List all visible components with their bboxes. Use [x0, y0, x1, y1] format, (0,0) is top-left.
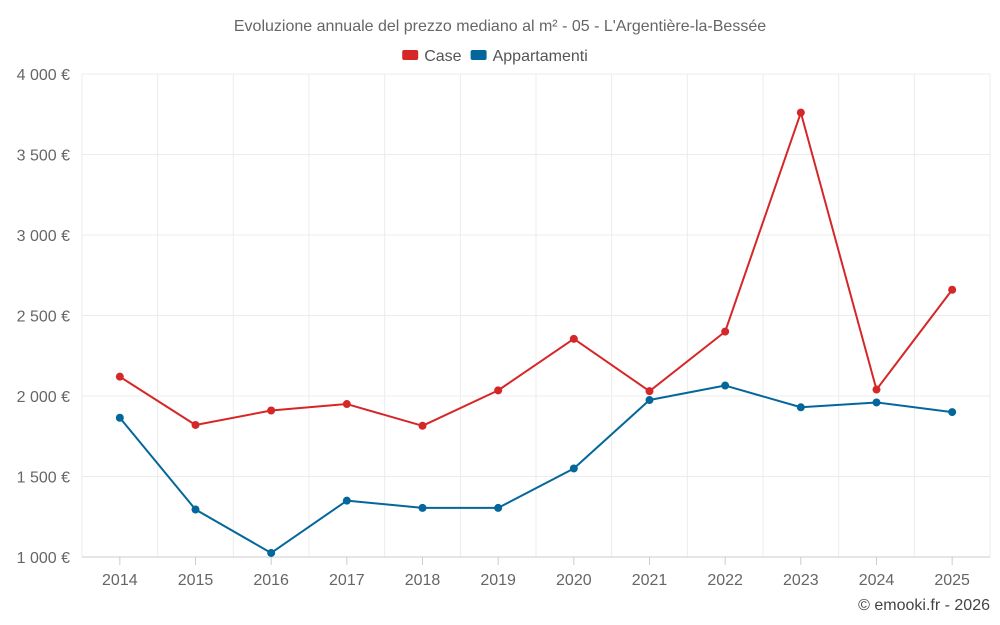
x-tick-label: 2023 — [783, 572, 819, 589]
series-appartamenti — [115, 381, 957, 557]
x-tick-label: 2018 — [405, 572, 441, 589]
x-tick-label: 2015 — [178, 572, 214, 589]
legend-item-case[interactable]: Case — [402, 48, 462, 65]
data-point-case[interactable] — [569, 334, 578, 343]
legend: Case Appartamenti — [402, 48, 588, 65]
data-point-case[interactable] — [872, 385, 881, 394]
x-tick-label: 2014 — [102, 572, 138, 589]
x-axis-ticks: 2014 2015 2016 2017 2018 2019 2020 2021 2022 2023… — [102, 557, 970, 589]
data-point-case[interactable] — [721, 327, 730, 336]
data-point-appartamenti[interactable] — [721, 381, 730, 390]
data-point-case[interactable] — [645, 387, 654, 396]
data-point-appartamenti[interactable] — [796, 403, 805, 412]
chart-title: Evoluzione annuale del prezzo mediano al… — [234, 18, 766, 35]
data-point-case[interactable] — [191, 420, 200, 429]
x-tick-label: 2016 — [253, 572, 289, 589]
data-point-appartamenti[interactable] — [191, 505, 200, 514]
data-point-case[interactable] — [494, 386, 503, 395]
data-point-appartamenti[interactable] — [645, 396, 654, 405]
data-point-case[interactable] — [418, 421, 427, 430]
data-point-case[interactable] — [342, 400, 351, 409]
data-point-appartamenti[interactable] — [569, 464, 578, 473]
horizontal-gridlines — [82, 73, 990, 558]
x-tick-label: 2022 — [707, 572, 743, 589]
series-case — [115, 108, 957, 430]
y-tick-label: 1 000 € — [17, 550, 70, 567]
data-point-appartamenti[interactable] — [267, 548, 276, 557]
y-tick-label: 2 500 € — [17, 309, 70, 326]
legend-swatch — [470, 50, 487, 60]
data-point-appartamenti[interactable] — [115, 413, 124, 422]
x-tick-label: 2025 — [934, 572, 970, 589]
data-point-case[interactable] — [267, 406, 276, 415]
series-layer — [115, 108, 957, 557]
data-point-appartamenti[interactable] — [418, 503, 427, 512]
x-tick-label: 2024 — [859, 572, 895, 589]
series-line-case — [119, 111, 953, 427]
y-tick-label: 3 500 € — [17, 148, 70, 165]
credit-text: © emooki.fr - 2026 — [858, 597, 990, 614]
x-tick-label: 2017 — [329, 572, 365, 589]
legend-label: Appartamenti — [493, 48, 588, 65]
x-tick-label: 2021 — [632, 572, 668, 589]
data-point-appartamenti[interactable] — [948, 408, 957, 417]
x-tick-label: 2019 — [480, 572, 516, 589]
data-point-case[interactable] — [796, 108, 805, 117]
data-point-case[interactable] — [948, 285, 957, 294]
y-tick-label: 3 000 € — [17, 228, 70, 245]
series-line-appartamenti — [119, 384, 953, 554]
y-tick-label: 2 000 € — [17, 389, 70, 406]
legend-item-appartamenti[interactable]: Appartamenti — [470, 48, 588, 65]
data-point-case[interactable] — [115, 372, 124, 381]
y-axis-ticks: 1 000 € 1 500 € 2 000 € 2 500 € 3 000 € 3 500… — [17, 67, 70, 567]
y-tick-label: 4 000 € — [17, 67, 70, 84]
legend-label: Case — [424, 48, 461, 65]
data-point-appartamenti[interactable] — [342, 496, 351, 505]
y-tick-label: 1 500 € — [17, 470, 70, 487]
data-point-appartamenti[interactable] — [494, 503, 503, 512]
x-tick-label: 2020 — [556, 572, 592, 589]
legend-swatch — [402, 50, 419, 60]
data-point-appartamenti[interactable] — [872, 398, 881, 407]
